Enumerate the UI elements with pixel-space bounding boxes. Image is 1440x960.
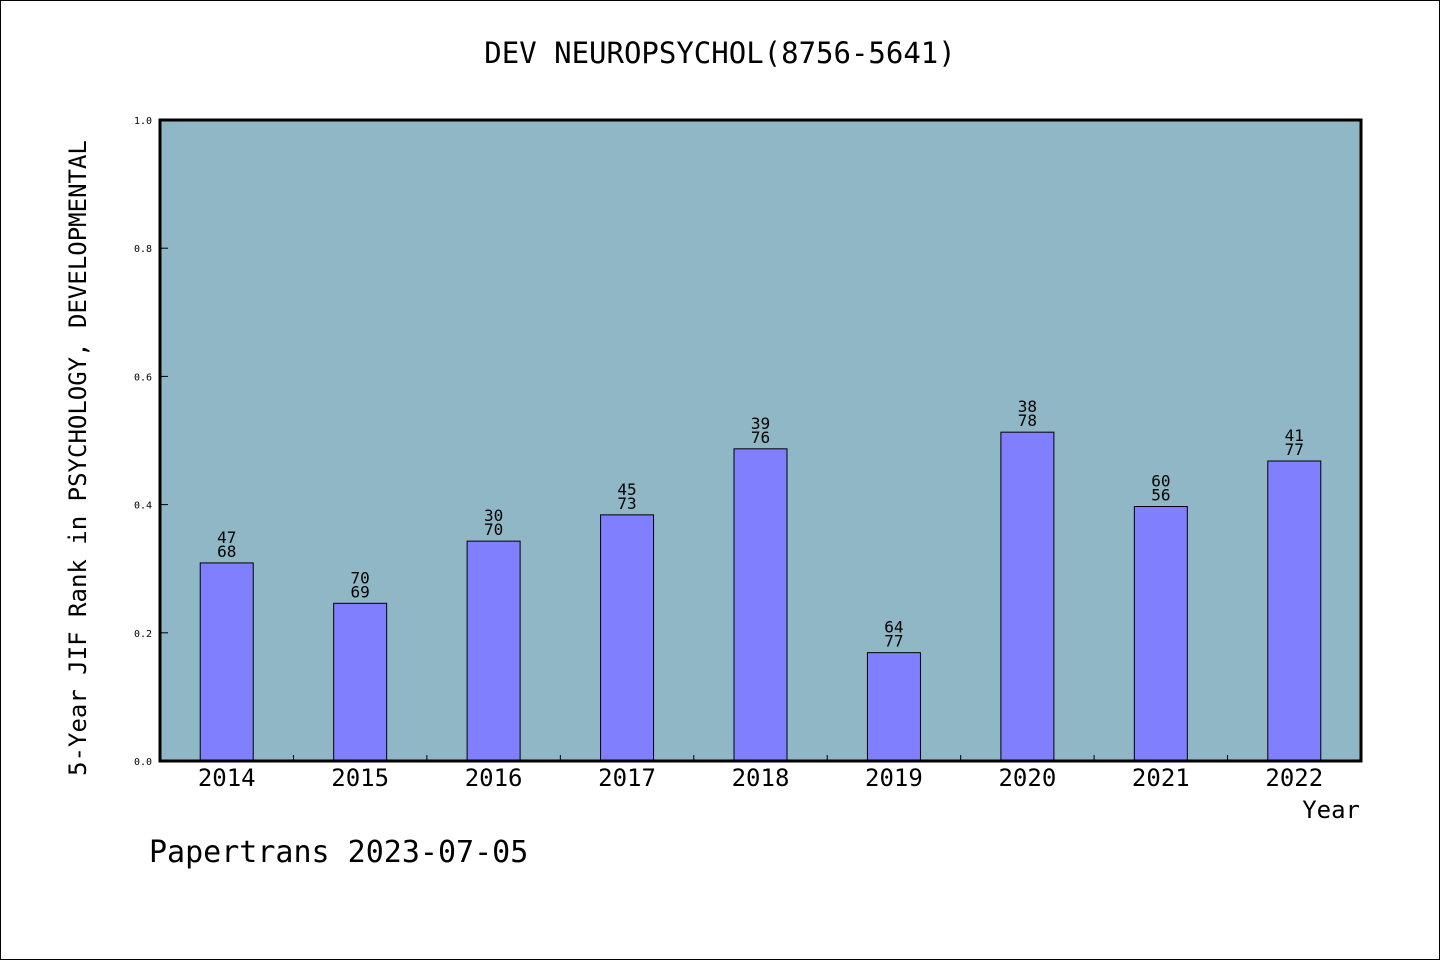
- bar-label-total: 78: [1018, 411, 1037, 430]
- bar-label-rank: 60: [1151, 472, 1170, 491]
- x-tick-label: 2018: [732, 764, 790, 792]
- y-tick-label: 0.2: [134, 629, 152, 640]
- y-tick-label: 0.4: [134, 501, 152, 512]
- bar-label-total: 77: [884, 632, 903, 651]
- x-tick-label: 2020: [998, 764, 1056, 792]
- bar-label-total: 77: [1285, 440, 1304, 459]
- bar-label-rank: 38: [1018, 397, 1037, 416]
- footer-credit: Papertrans 2023-07-05: [149, 835, 529, 870]
- bar-2019: [866, 652, 921, 762]
- bar-label-rank: 30: [484, 506, 503, 525]
- bar-label-rank: 39: [751, 414, 770, 433]
- y-tick-label: 1.0: [134, 116, 152, 127]
- bar-2020: [1000, 431, 1055, 762]
- bar-label-rank: 41: [1285, 426, 1304, 445]
- bar-label-rank: 45: [617, 480, 636, 499]
- bar-2022: [1267, 460, 1322, 762]
- bar-2018: [733, 448, 788, 762]
- bar-2016: [466, 540, 521, 762]
- bar-2014: [199, 562, 254, 762]
- x-tick-label: 2016: [465, 764, 523, 792]
- chart-title: DEV NEUROPSYCHOL(8756-5641): [484, 36, 956, 70]
- bar-label-total: 76: [751, 428, 770, 447]
- bar-label-rank: 70: [351, 568, 370, 587]
- bar-label-rank: 47: [217, 528, 236, 547]
- x-tick-label: 2021: [1132, 764, 1190, 792]
- bar-2015: [333, 602, 388, 762]
- bar-2021: [1133, 506, 1188, 762]
- y-tick-label: 0.6: [134, 372, 152, 383]
- y-tick-label: 0.0: [134, 757, 152, 768]
- plot-border: [158, 118, 1363, 763]
- bar-2017: [600, 514, 655, 762]
- bar-label-total: 68: [217, 542, 236, 561]
- x-tick-label: 2017: [598, 764, 656, 792]
- bar-label-total: 70: [484, 520, 503, 539]
- x-tick-label: 2014: [198, 764, 256, 792]
- x-tick-label: 2019: [865, 764, 923, 792]
- y-tick-label: 0.8: [134, 244, 152, 255]
- x-axis-label: Year: [1302, 796, 1360, 824]
- x-tick-label: 2022: [1265, 764, 1323, 792]
- bar-label-total: 69: [351, 582, 370, 601]
- bar-label-total: 56: [1151, 486, 1170, 505]
- x-tick-label: 2015: [331, 764, 389, 792]
- bar-label-rank: 64: [884, 618, 903, 637]
- bar-label-total: 73: [617, 494, 636, 513]
